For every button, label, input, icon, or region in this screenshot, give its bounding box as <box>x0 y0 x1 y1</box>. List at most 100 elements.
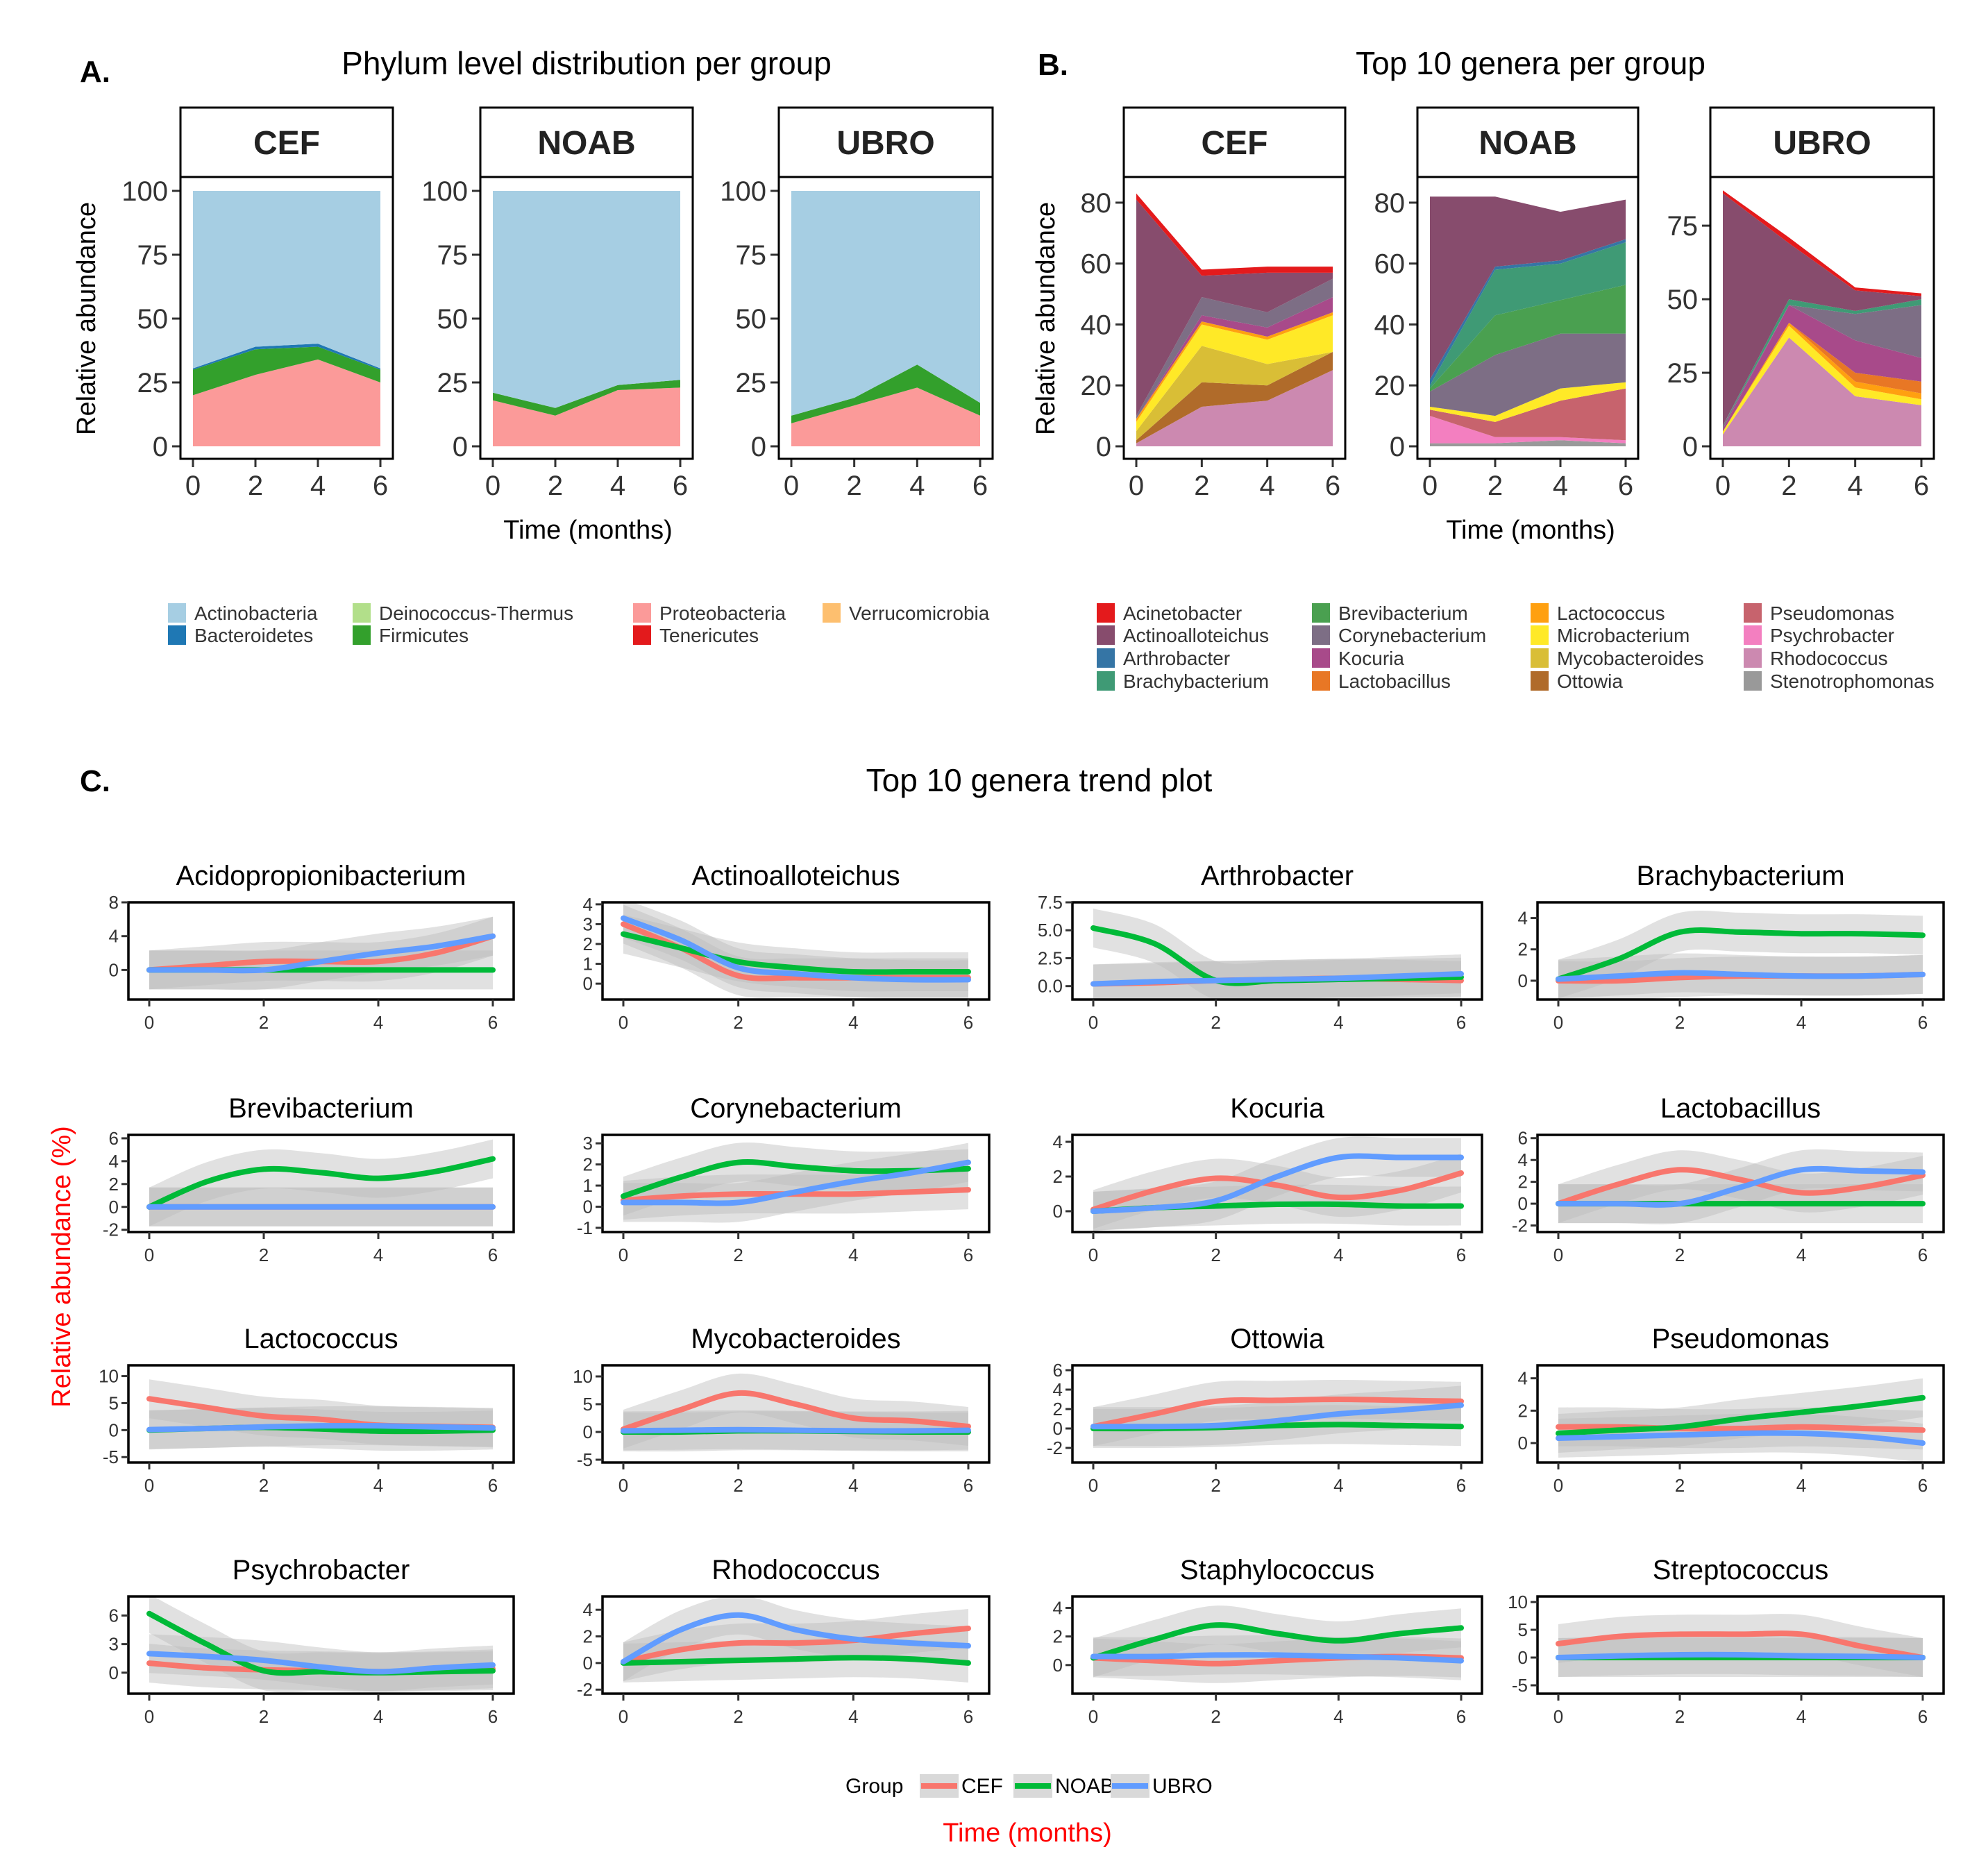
c-xtick-label-acidopropionibacterium: 4 <box>373 1012 383 1033</box>
c-panel-border-arthrobacter <box>1071 901 1483 1001</box>
c-ytick-label-ottowia: 4 <box>1053 1379 1063 1400</box>
c-plot-area-ottowia <box>1090 1380 1464 1449</box>
b-legend-key-microbacterium <box>1531 625 1549 645</box>
c-ytick-label-lactobacillus: 0 <box>1518 1193 1528 1214</box>
c-xtick-label-staphylococcus: 2 <box>1211 1706 1220 1727</box>
c-line-actinoalloteichus-ubro <box>621 915 971 983</box>
c-plot-area-brachybacterium <box>1556 910 1926 1000</box>
group-legend-label-cef: CEF <box>961 1775 1003 1798</box>
c-ytick-label-lactococcus: 0 <box>109 1419 119 1440</box>
c-line-staphylococcus-noab <box>1090 1622 1464 1661</box>
ylabel-c: Relative abundance (%) <box>47 1126 76 1408</box>
c-ytick-label-psychrobacter: 6 <box>109 1605 119 1626</box>
c-xtick-label-psychrobacter: 2 <box>259 1706 269 1727</box>
group-legend-item-ubro: UBRO <box>1111 1774 1213 1798</box>
a-xtick-label-cef: 2 <box>248 471 263 501</box>
c-ytick-label-brachybacterium: 0 <box>1518 970 1528 991</box>
b-area-noab-arthrobacter <box>1430 239 1626 386</box>
c-line-psychrobacter-ubro <box>146 1651 496 1675</box>
ylabel-a: Relative abundance <box>72 202 101 435</box>
c-panel-border-brachybacterium <box>1536 901 1945 1001</box>
b-legend-key-corynebacterium <box>1312 625 1330 645</box>
a-legend-item-deinococcus-thermus: Deinococcus-Thermus <box>353 602 573 624</box>
b-legend-key-lactobacillus <box>1312 671 1330 691</box>
c-panel-border-lactococcus <box>127 1364 515 1464</box>
c-xtick-label-rhodococcus: 6 <box>963 1706 973 1727</box>
c-ytick-label-staphylococcus: 4 <box>1053 1597 1063 1618</box>
c-xtick-label-lactococcus: 6 <box>488 1475 498 1496</box>
b-area-noab-pseudomonas <box>1430 388 1626 441</box>
b-area-ubro-microbacterium <box>1723 326 1921 435</box>
a-ytick-label-cef: 25 <box>137 368 169 398</box>
c-ytick-label-brachybacterium: 4 <box>1518 908 1528 929</box>
group-legend: Group CEF NOAB UBRO <box>845 1774 1213 1798</box>
ylabel-b: Relative abundance <box>1031 202 1061 435</box>
a-strip-label-noab: NOAB <box>537 125 635 162</box>
a-xtick-label-cef: 6 <box>373 471 388 501</box>
a-legend-item-tenericutes: Tenericutes <box>633 625 759 646</box>
c-line-brachybacterium-ubro <box>1556 970 1926 982</box>
c-xtick-label-acidopropionibacterium: 6 <box>488 1012 498 1033</box>
c-line-mycobacteroides-ubro <box>621 1426 971 1434</box>
c-ytick-label-actinoalloteichus: 4 <box>583 894 593 915</box>
a-ytick-label-noab: 50 <box>437 304 469 335</box>
c-panel-arthrobacter: Arthrobacter 0.0 2.5 5.0 7.5 0 2 4 6 <box>1038 861 1483 1033</box>
c-panel-mycobacteroides: Mycobacteroides -5 0 5 10 0 2 4 6 <box>573 1324 991 1496</box>
c-ytick-label-kocuria: 4 <box>1053 1131 1063 1152</box>
a-xtick-label-ubro: 2 <box>847 471 862 501</box>
c-panel-psychrobacter: Psychrobacter 0 3 6 0 2 4 6 <box>109 1555 515 1727</box>
c-ytick-label-ottowia: 2 <box>1053 1399 1063 1419</box>
c-panel-border-streptococcus <box>1536 1595 1945 1695</box>
c-line-psychrobacter-noab <box>146 1610 496 1676</box>
a-xtick-label-ubro: 4 <box>909 471 925 501</box>
b-area-noab-stenotrophomonas <box>1430 440 1626 446</box>
b-legend-item-acinetobacter: Acinetobacter <box>1097 602 1242 624</box>
b-xtick-label-noab: 2 <box>1488 471 1503 501</box>
c-panel-border-corynebacterium <box>601 1133 991 1233</box>
c-panel-title-arthrobacter: Arthrobacter <box>1201 861 1354 891</box>
b-area-ubro-actinoalloteichus <box>1723 193 1921 426</box>
a-facet-ubro: UBRO 0 25 50 75 100 0 2 4 6 <box>720 106 994 501</box>
c-xtick-label-psychrobacter: 4 <box>373 1706 383 1727</box>
b-ytick-label-ubro: 0 <box>1683 432 1698 462</box>
b-legend-key-mycobacteroides <box>1531 648 1549 668</box>
b-area-cef-corynebacterium <box>1136 278 1333 419</box>
group-legend-item-noab: NOAB <box>1013 1774 1114 1798</box>
c-ytick-label-pseudomonas: 2 <box>1518 1400 1528 1421</box>
c-xtick-label-brevibacterium: 0 <box>144 1245 154 1265</box>
c-panel-border-pseudomonas <box>1536 1364 1945 1464</box>
a-ytick-label-cef: 50 <box>137 304 169 335</box>
c-line-ottowia-cef <box>1090 1396 1464 1430</box>
c-plot-area-rhodococcus <box>621 1596 971 1683</box>
c-ytick-label-pseudomonas: 4 <box>1518 1368 1528 1389</box>
b-legend-label-arthrobacter: Arthrobacter <box>1123 648 1230 669</box>
c-ytick-label-actinoalloteichus: 0 <box>583 973 593 994</box>
a-area-cef-bacteroidetes <box>193 344 380 370</box>
b-legend-item-ottowia: Ottowia <box>1531 671 1623 692</box>
xlabel-c: Time (months) <box>943 1819 1112 1848</box>
c-ytick-label-staphylococcus: 0 <box>1053 1655 1063 1676</box>
c-panel-title-mycobacteroides: Mycobacteroides <box>691 1324 900 1354</box>
c-xtick-label-brachybacterium: 0 <box>1553 1012 1563 1033</box>
a-xtick-label-ubro: 6 <box>972 471 988 501</box>
phylum-chart: CEF 0 25 50 75 100 0 2 4 6 NOAB 0 25 50 75 100 0 2 4 6 UBRO 0… <box>121 106 994 501</box>
c-panel-kocuria: Kocuria 0 2 4 0 2 4 6 <box>1053 1093 1483 1265</box>
c-xtick-label-lactococcus: 0 <box>144 1475 154 1496</box>
c-xtick-label-staphylococcus: 6 <box>1456 1706 1466 1727</box>
c-ytick-label-brevibacterium: 0 <box>109 1197 119 1217</box>
b-area-cef-mycobacteroides <box>1136 346 1333 441</box>
c-xtick-label-actinoalloteichus: 4 <box>848 1012 858 1033</box>
b-legend-item-kocuria: Kocuria <box>1312 648 1404 669</box>
c-plot-area-lactobacillus <box>1556 1149 1926 1224</box>
c-panel-lactococcus: Lactococcus -5 0 5 10 0 2 4 6 <box>99 1324 515 1496</box>
c-xtick-label-corynebacterium: 6 <box>963 1245 973 1265</box>
c-ytick-label-arthrobacter: 5.0 <box>1038 920 1063 941</box>
b-legend-key-brevibacterium <box>1312 603 1330 623</box>
b-facet-noab: NOAB 0 20 40 60 80 0 2 4 6 <box>1374 106 1640 501</box>
c-xtick-label-arthrobacter: 0 <box>1088 1012 1098 1033</box>
a-legend-label-deinococcus-thermus: Deinococcus-Thermus <box>379 602 573 624</box>
a-ytick-label-noab: 0 <box>453 432 468 462</box>
b-legend-key-arthrobacter <box>1097 648 1115 668</box>
c-ytick-label-lactobacillus: 6 <box>1518 1128 1528 1149</box>
